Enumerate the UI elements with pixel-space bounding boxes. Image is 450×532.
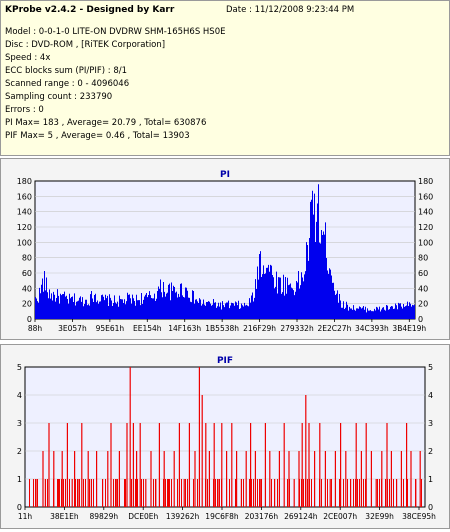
y-tick-label-right: 0 bbox=[428, 503, 433, 512]
y-tick-label-left: 3 bbox=[17, 419, 22, 428]
y-tick-label-left: 60 bbox=[22, 269, 32, 278]
app-title: KProbe v2.4.2 - Designed by Karr bbox=[5, 5, 175, 15]
x-tick-label: 1B5538h bbox=[205, 324, 239, 333]
y-tick-label-left: 140 bbox=[17, 208, 32, 217]
y-tick-label-right: 2 bbox=[428, 447, 433, 456]
pi-chart-panel: PI 0 0 20 20 40 40 60 60 80 80 100 100 120 120 140 140 16… bbox=[0, 158, 450, 340]
y-tick-label-right: 120 bbox=[418, 223, 433, 232]
disc-line: Disc : DVD-ROM , [RiTEK Corporation] bbox=[5, 40, 166, 50]
y-tick-label-right: 3 bbox=[428, 419, 433, 428]
y-tick-label-left: 4 bbox=[17, 391, 22, 400]
x-tick-label: 279332h bbox=[280, 324, 314, 333]
x-tick-label: 216F29h bbox=[243, 324, 276, 333]
y-tick-label-left: 5 bbox=[17, 363, 22, 372]
y-tick-label-right: 4 bbox=[428, 391, 433, 400]
x-tick-label: 19C6F8h bbox=[205, 512, 239, 521]
x-tick-label: 95E61h bbox=[96, 324, 125, 333]
y-tick-label-right: 5 bbox=[428, 363, 433, 372]
chart-title: PI bbox=[220, 170, 230, 180]
y-tick-label-right: 160 bbox=[418, 192, 433, 201]
y-tick-label-left: 80 bbox=[22, 254, 32, 263]
x-tick-label: 203176h bbox=[245, 512, 279, 521]
range-line: Scanned range : 0 - 4096046 bbox=[5, 79, 130, 89]
speed-line: Speed : 4x bbox=[5, 53, 51, 63]
model-line: Model : 0-0-1-0 LITE-ON DVDRW SHM-165H6S… bbox=[5, 27, 226, 37]
data-bars bbox=[29, 367, 422, 507]
pif-stats-line: PIF Max= 5 , Average= 0.46 , Total= 1390… bbox=[5, 131, 190, 141]
x-tick-label: 89829h bbox=[89, 512, 118, 521]
x-tick-label: 2CE007h bbox=[323, 512, 357, 521]
x-tick-label: 139262h bbox=[166, 512, 200, 521]
y-tick-label-right: 20 bbox=[418, 300, 428, 309]
x-tick-label: 269124h bbox=[284, 512, 318, 521]
y-tick-label-right: 100 bbox=[418, 238, 433, 247]
x-tick-label: 32E99h bbox=[365, 512, 394, 521]
y-tick-label-left: 0 bbox=[27, 315, 32, 324]
y-tick-label-left: 40 bbox=[22, 284, 32, 293]
x-tick-label: 38E1Eh bbox=[50, 512, 79, 521]
pif-chart: PIF 0 0 1 1 2 2 3 3 4 4 5 5 11h 38E1Eh 89829h DCE0Eh 1392… bbox=[17, 356, 436, 521]
y-tick-label-left: 20 bbox=[22, 300, 32, 309]
x-tick-label: DCE0Eh bbox=[128, 512, 158, 521]
x-tick-label: 34C393h bbox=[355, 324, 389, 333]
x-tick-label: 14F163h bbox=[168, 324, 201, 333]
x-tick-label: 3E057h bbox=[58, 324, 87, 333]
chart-title: PIF bbox=[217, 356, 233, 366]
y-tick-label-right: 180 bbox=[418, 177, 433, 186]
y-tick-label-right: 140 bbox=[418, 208, 433, 217]
y-tick-label-right: 60 bbox=[418, 269, 428, 278]
plot-area bbox=[34, 180, 416, 320]
scan-date: Date : 11/12/2008 9:23:44 PM bbox=[226, 5, 355, 15]
y-tick-label-left: 160 bbox=[17, 192, 32, 201]
y-tick-label-right: 0 bbox=[418, 315, 423, 324]
pi-chart: PI 0 0 20 20 40 40 60 60 80 80 100 100 120 120 140 140 16… bbox=[17, 170, 434, 333]
y-tick-label-left: 1 bbox=[17, 475, 22, 484]
x-tick-label: 38CE95h bbox=[402, 512, 436, 521]
data-bars bbox=[35, 184, 415, 319]
x-tick-label: EE154h bbox=[133, 324, 162, 333]
y-tick-label-left: 0 bbox=[17, 503, 22, 512]
pif-chart-panel: PIF 0 0 1 1 2 2 3 3 4 4 5 5 11h 38E1Eh 89829h DCE0Eh 1392… bbox=[0, 344, 450, 529]
pi-stats-line: PI Max= 183 , Average= 20.79 , Total= 63… bbox=[5, 118, 207, 128]
x-tick-label: 2E2C27h bbox=[318, 324, 352, 333]
y-tick-label-left: 180 bbox=[17, 177, 32, 186]
y-tick-label-left: 120 bbox=[17, 223, 32, 232]
info-panel: KProbe v2.4.2 - Designed by Karr Date : … bbox=[0, 0, 450, 156]
x-tick-label: 11h bbox=[18, 512, 33, 521]
y-tick-label-left: 2 bbox=[17, 447, 22, 456]
y-tick-label-right: 1 bbox=[428, 475, 433, 484]
x-tick-label: 88h bbox=[28, 324, 43, 333]
sampling-line: Sampling count : 233790 bbox=[5, 92, 113, 102]
errors-line: Errors : 0 bbox=[5, 105, 44, 115]
ecc-line: ECC blocks sum (PI/PIF) : 8/1 bbox=[5, 66, 128, 76]
y-tick-label-right: 40 bbox=[418, 284, 428, 293]
y-tick-label-left: 100 bbox=[17, 238, 32, 247]
x-tick-label: 3B4E19h bbox=[392, 324, 426, 333]
y-tick-label-right: 80 bbox=[418, 254, 428, 263]
